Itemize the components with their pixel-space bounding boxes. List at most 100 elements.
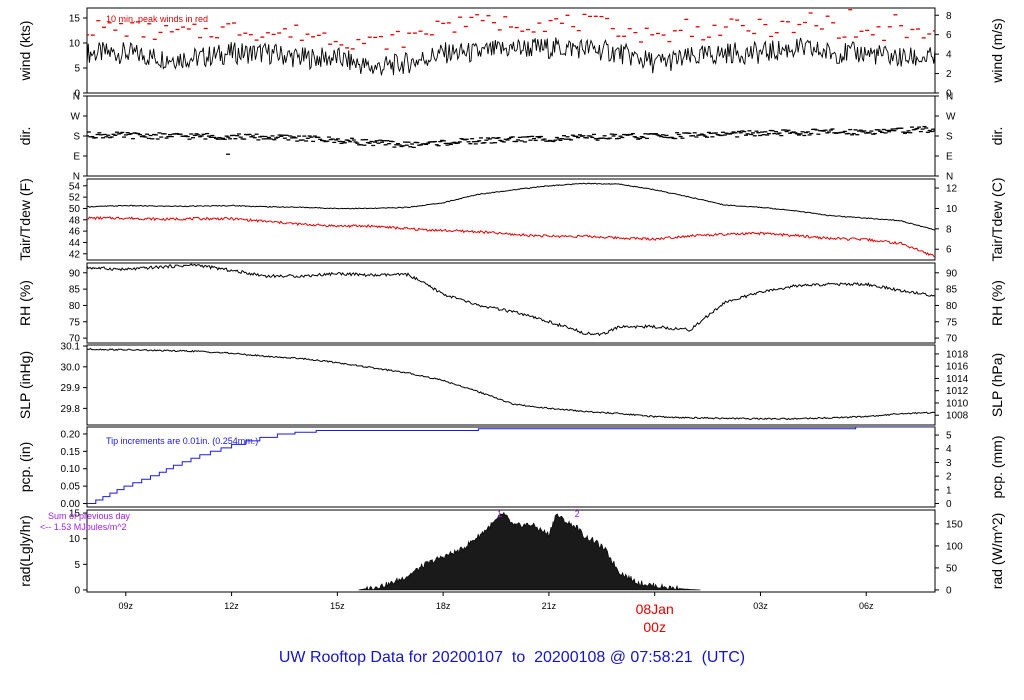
y-tick-label-right: 0 [946,89,952,100]
y-tick-label-left: 0.10 [61,464,81,475]
y-tick-label-right: 12 [946,184,958,195]
series-peak [87,9,935,50]
y-tick-label-right: 1014 [946,374,969,385]
y-tick-label-left: 42 [69,249,81,260]
y-tick-label-right: 2 [946,69,952,80]
x-tick-label: 21z [542,601,557,611]
y-tick-label-left: 30.0 [61,362,81,373]
y-tick-label-right: 85 [946,285,958,296]
y-tick-label-right: 80 [946,301,958,312]
y-tick-label-left: 29.9 [61,383,81,394]
y-tick-label-right: 1010 [946,398,969,409]
y-tick-label-left: 5 [74,64,80,75]
panel-frame [86,262,936,344]
series-radiation [358,511,701,591]
y-tick-label-right: 1008 [946,411,969,422]
y-tick-label-right: 0 [946,499,952,510]
series-Tdew [87,216,935,258]
x-tick-label: 00z [643,619,666,635]
panel-frame [86,426,936,508]
series-direction [87,125,935,155]
y-tick-label-left: 15 [69,509,81,520]
y-tick-label-right: N [946,92,953,103]
y-tick-label-left: 0 [74,585,80,596]
y-tick-label-right: 10 [946,204,958,215]
y-tick-label-left: 54 [69,181,81,192]
panel-rh: 70 75 80 85 90 70 75 80 85 90 RH (%) RH (%) [17,262,1005,345]
series-wind [87,37,935,76]
series-group [87,347,935,421]
y-tick-label-left: 0.15 [61,447,81,458]
panel-annotation: Tip increments are 0.01in. (0.254mm.) [106,436,258,446]
panel-frame [86,509,936,593]
series-SLP [87,347,935,421]
x-tick-label: 03z [753,601,768,611]
panel-frame [86,178,936,261]
x-tick-label: 06z [859,601,874,611]
x-axis: 09z 12z 15z 18z 21z 08Jan 00z 03z 06z [119,592,874,635]
y-tick-label-right: 1 [946,485,952,496]
y-axis-label-left: rad(Lgly/hr) [17,515,33,587]
y-axis-label-right: RH (%) [989,280,1005,326]
y-tick-label-left: 50 [69,204,81,215]
y-tick-label-right: 1018 [946,349,969,360]
y-tick-label-right: 1016 [946,362,969,373]
y-tick-label-left: S [73,132,80,143]
y-tick-label-left: 15 [69,14,81,25]
y-tick-label-left: N [73,172,80,183]
y-tick-label-right: 90 [946,268,958,279]
y-tick-label-left: 90 [69,268,81,279]
x-tick-label: 12z [224,601,239,611]
series-group [87,182,935,258]
y-tick-label-left: 75 [69,317,81,328]
series-precip [87,427,935,504]
y-axis-label-right: Tair/Tdew (C) [989,177,1005,261]
y-axis-label-left: SLP (inHg) [17,351,33,419]
y-tick-label-right: W [946,112,956,123]
y-tick-label-right: 4 [946,50,952,61]
y-tick-label-left: 0.00 [61,499,81,510]
y-tick-label-left: 70 [69,334,81,345]
y-axis-label-right: SLP (hPa) [989,353,1005,417]
y-tick-label-left: 10 [69,39,81,50]
y-tick-label-right: 6 [946,30,952,41]
panel-annotation: 10 min. peak winds in red [106,14,208,24]
series-group [87,263,935,337]
y-tick-label-left: W [71,112,81,123]
y-axis-label-right: rad (W/m^2) [989,513,1005,590]
series-Tair [87,182,935,231]
y-axis-label-left: RH (%) [17,280,33,326]
y-tick-label-right: 3 [946,458,952,469]
x-date-label: 08Jan [636,601,674,617]
y-tick-label-left: 48 [69,215,81,226]
y-tick-label-left: 80 [69,301,81,312]
y-tick-label-left: 0.20 [61,429,81,440]
series-group [87,125,935,155]
y-tick-label-left: 5 [74,560,80,571]
y-tick-label-right: 2 [946,472,952,483]
y-axis-label-left: Tair/Tdew (F) [17,178,33,260]
y-tick-label-right: 8 [946,224,952,235]
chart-title: UW Rooftop Data for 20200107 to 20200108… [278,649,746,666]
x-tick-label: 09z [119,601,134,611]
panel-pcp: 0.00 0.05 0.10 0.15 0.20 0 1 2 3 4 5 pcp. (in) pcp. … [17,426,1005,510]
y-tick-label-left: 10 [69,534,81,545]
y-axis-label-left: dir. [17,127,33,146]
rad-note-line1: Sum of previous day [48,511,131,521]
x-tick-label: 18z [436,601,451,611]
y-tick-label-right: 150 [946,519,963,530]
y-tick-label-right: 8 [946,11,952,22]
y-tick-label-right: N [946,172,953,183]
rad-note-line2: <-- 1.53 MJoules/m^2 [40,522,127,532]
y-tick-label-right: 75 [946,317,958,328]
y-axis-label-left: wind (kts) [17,21,33,82]
series-RH [87,263,935,337]
y-tick-label-right: 4 [946,444,952,455]
rad-marker-label: 2 [575,509,580,519]
series-group [87,9,935,76]
y-tick-label-left: 0.05 [61,482,81,493]
panel-frame [86,344,936,426]
y-tick-label-left: 30.1 [61,342,81,353]
